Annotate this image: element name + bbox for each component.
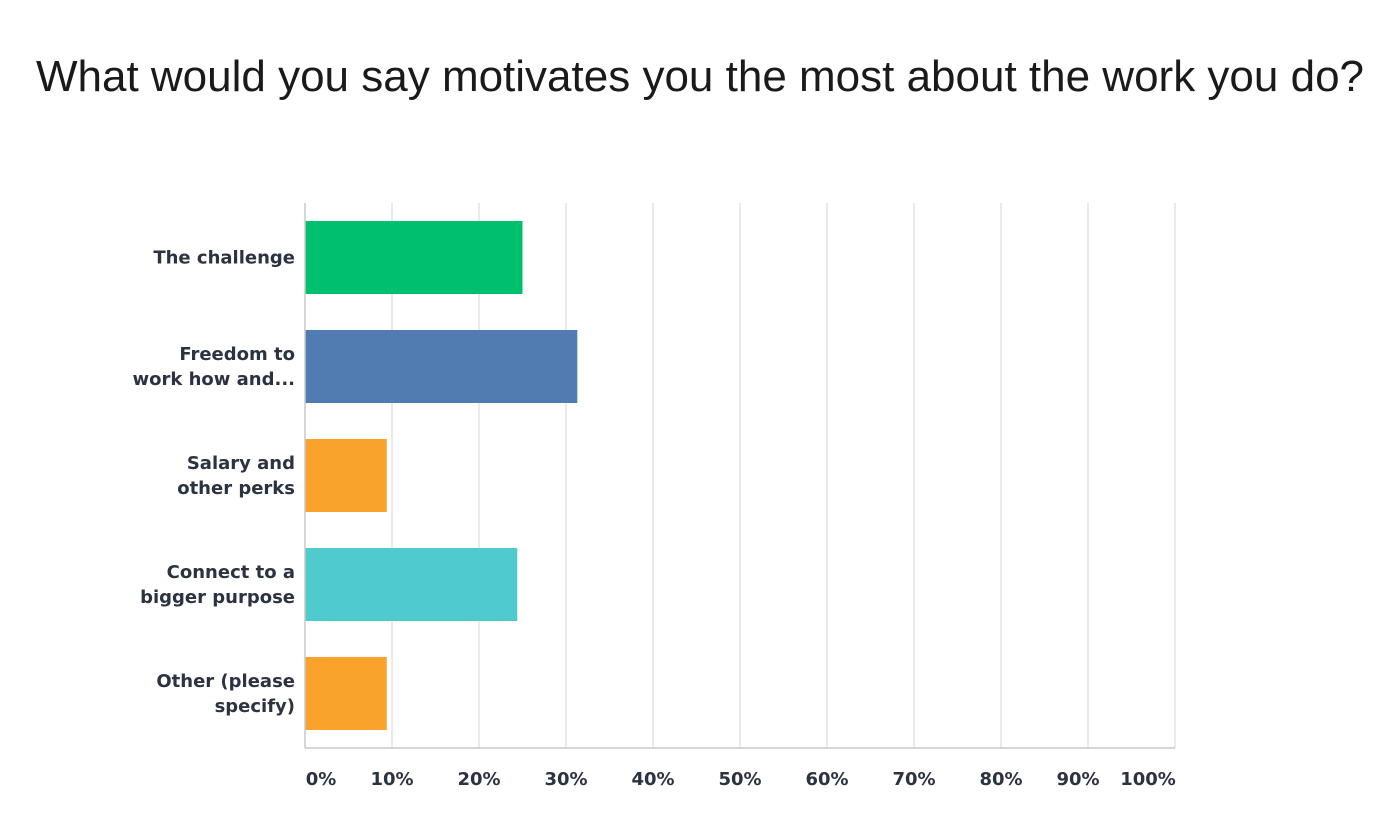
x-tick-label: 100% [1120, 769, 1176, 790]
x-tick-label: 50% [718, 769, 761, 790]
gridlines [391, 203, 1176, 748]
bar [305, 439, 387, 512]
chart-title: What would you say motivates you the mos… [35, 52, 1365, 101]
x-tick-label: 40% [631, 769, 674, 790]
category-label: The challenge [153, 248, 295, 269]
x-tick-label: 0% [306, 769, 337, 790]
bar [305, 221, 523, 294]
category-label: Connect to a bigger purpose [140, 562, 295, 608]
bar [305, 548, 518, 621]
bar [305, 657, 387, 730]
x-tick-label: 70% [892, 769, 935, 790]
x-tick-label: 60% [805, 769, 848, 790]
x-tick-label: 80% [979, 769, 1022, 790]
category-labels: The challenge Freedom to work how and... Sa… [132, 248, 295, 718]
x-tick-label: 90% [1056, 769, 1099, 790]
bar [305, 330, 578, 403]
x-tick-labels: 0% 10% 20% 30% 40% 50% 60% 70% 80% 90% 100% [306, 769, 1176, 790]
x-tick-label: 30% [544, 769, 587, 790]
bars [305, 221, 578, 730]
category-label: Freedom to work how and... [132, 344, 295, 390]
category-label: Other (please specify) [156, 671, 295, 717]
x-tick-label: 20% [457, 769, 500, 790]
axes [304, 203, 1175, 749]
category-label: Salary and other perks [177, 453, 295, 499]
x-tick-label: 10% [370, 769, 413, 790]
